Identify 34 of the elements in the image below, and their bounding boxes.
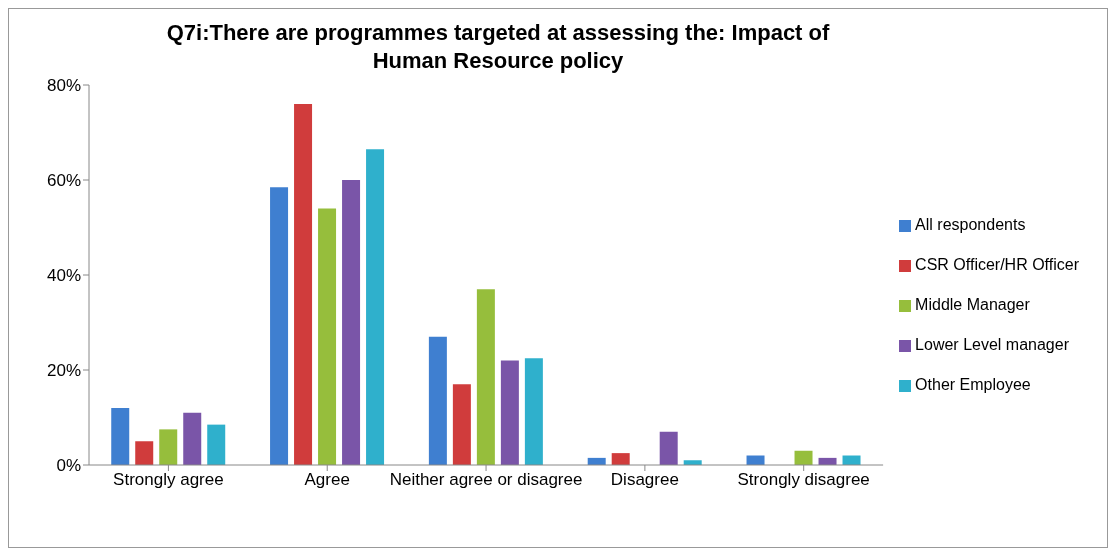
bar — [500, 360, 519, 465]
bar — [159, 429, 178, 465]
y-tick-label: 60% — [46, 171, 81, 191]
bar — [452, 384, 471, 465]
x-tick-label: Neither agree or disagree — [389, 470, 583, 490]
bar — [611, 453, 630, 465]
legend-label: Lower Level manager — [915, 336, 1069, 353]
bar — [270, 187, 289, 465]
legend-label: Middle Manager — [915, 296, 1030, 313]
bar — [135, 441, 154, 465]
x-tick-label: Strongly disagree — [737, 470, 870, 490]
bar — [207, 424, 226, 465]
y-tick-label: 20% — [46, 361, 81, 381]
bar — [366, 149, 385, 465]
legend-label: CSR Officer/HR Officer — [915, 256, 1079, 273]
legend-label: All respondents — [915, 216, 1026, 233]
bar — [111, 408, 130, 465]
x-tick-label: Disagree — [610, 470, 679, 490]
y-tick-label: 80% — [46, 76, 81, 96]
bar — [428, 336, 447, 465]
x-tick-label: Agree — [304, 470, 350, 490]
x-tick-label: Strongly agree — [113, 470, 224, 490]
y-tick-label: 0% — [56, 456, 81, 476]
bar — [524, 358, 543, 465]
bar — [342, 180, 361, 465]
bar — [794, 450, 813, 465]
bar — [183, 412, 202, 465]
bar — [476, 289, 495, 465]
bar — [659, 431, 678, 465]
bar — [318, 208, 337, 465]
chart-title: Q7i:There are programmes targeted at assessing the: Impact of Human Resource policy — [165, 19, 831, 75]
y-tick-label: 40% — [46, 266, 81, 286]
legend-label: Other Employee — [915, 376, 1031, 393]
bar — [294, 104, 313, 465]
